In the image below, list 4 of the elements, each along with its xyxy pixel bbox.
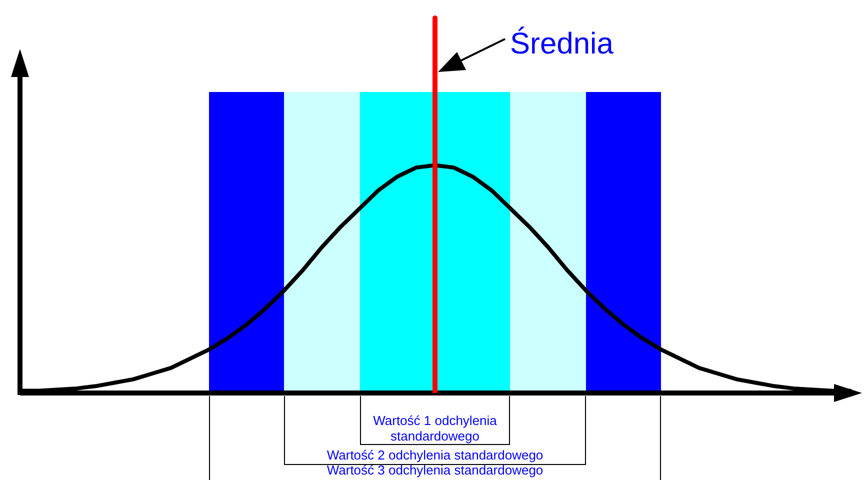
- text: Wartość 1 odchylenia standardowego: [373, 413, 498, 444]
- text: Średnia: [510, 26, 614, 60]
- text: Wartość 2 odchylenia standardowego: [326, 448, 544, 463]
- text: Wartość 3 odchylenia standardowego: [326, 462, 544, 478]
